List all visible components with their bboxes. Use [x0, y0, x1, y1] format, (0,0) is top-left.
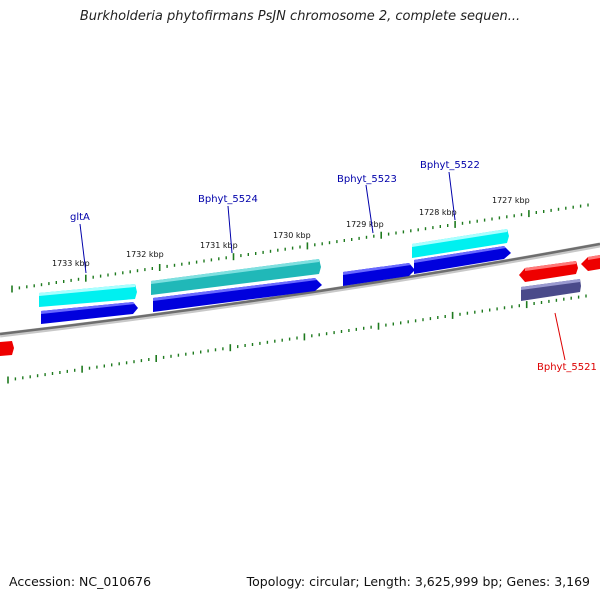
- cds-cyan-5522[interactable]: [412, 229, 509, 258]
- tick-label-1727: 1727 kbp: [492, 196, 530, 205]
- tick-label-1731: 1731 kbp: [200, 241, 238, 250]
- cds-red-2[interactable]: [581, 255, 600, 271]
- outer-tick-ring: [11, 203, 589, 293]
- tick-label-1729: 1729 kbp: [346, 220, 384, 229]
- gene-label-bphyt-5523[interactable]: Bphyt_5523: [337, 174, 397, 185]
- tick-label-1730: 1730 kbp: [273, 231, 311, 240]
- map-title: Burkholderia phytofirmans PsJN chromosom…: [79, 9, 521, 24]
- gene-label-gltA[interactable]: gltA: [70, 212, 90, 223]
- cds-blue-gltA[interactable]: [41, 302, 138, 324]
- tick-label-1732: 1732 kbp: [126, 250, 164, 259]
- cds-red-1[interactable]: [519, 261, 578, 282]
- cds-red-left-edge[interactable]: [0, 341, 14, 356]
- tick-label-1733: 1733 kbp: [52, 259, 90, 268]
- inner-tick-ring: [7, 294, 587, 384]
- gene-label-bphyt-5524[interactable]: Bphyt_5524: [198, 194, 258, 205]
- topology-summary: Topology: circular; Length: 3,625,999 bp…: [246, 574, 590, 589]
- accession-text: Accession: NC_010676: [9, 574, 152, 589]
- tick-label-1728: 1728 kbp: [419, 208, 457, 217]
- cds-blue-5524[interactable]: [153, 278, 322, 312]
- gene-features: [0, 229, 600, 356]
- cds-blue-5522[interactable]: [414, 246, 511, 274]
- gene-label-bphyt-5521[interactable]: Bphyt_5521: [537, 362, 597, 373]
- callout-lines: [79, 171, 566, 361]
- cds-blue-5523[interactable]: [343, 263, 415, 286]
- gene-label-bphyt-5522[interactable]: Bphyt_5522: [420, 160, 480, 171]
- cds-slate-5521[interactable]: [521, 279, 581, 301]
- cds-teal-5524[interactable]: [151, 259, 321, 295]
- cds-cyan-1[interactable]: [39, 284, 137, 307]
